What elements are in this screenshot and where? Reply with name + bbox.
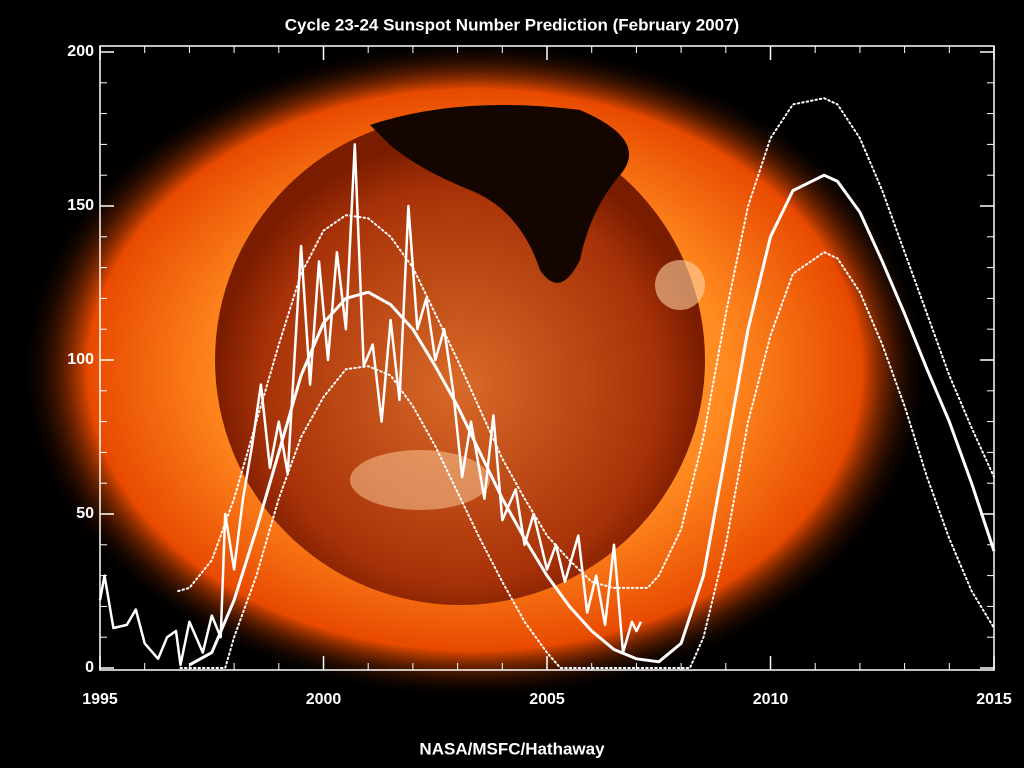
x-tick-label: 2015 <box>976 691 1012 708</box>
bright-region <box>655 260 705 310</box>
x-tick-label: 2010 <box>753 691 789 708</box>
bound-line <box>179 251 995 669</box>
x-tick-label: 2005 <box>529 691 565 708</box>
y-tick-label: 0 <box>85 659 94 676</box>
credit: NASA/MSFC/Hathaway <box>419 739 605 758</box>
data-line <box>98 143 643 667</box>
sun-disk <box>215 115 705 605</box>
y-tick-label: 100 <box>67 351 94 368</box>
x-tick-label: 1995 <box>82 691 118 708</box>
bound-line <box>177 97 995 592</box>
y-tick-label: 50 <box>76 505 94 522</box>
data-line <box>188 173 996 667</box>
x-tick-label: 2000 <box>306 691 342 708</box>
coronal-hole <box>370 105 629 283</box>
chart-title: Cycle 23-24 Sunspot Number Prediction (F… <box>285 15 739 34</box>
y-tick-label: 200 <box>67 43 94 60</box>
y-tick-label: 150 <box>67 197 94 214</box>
bright-region <box>350 450 490 510</box>
